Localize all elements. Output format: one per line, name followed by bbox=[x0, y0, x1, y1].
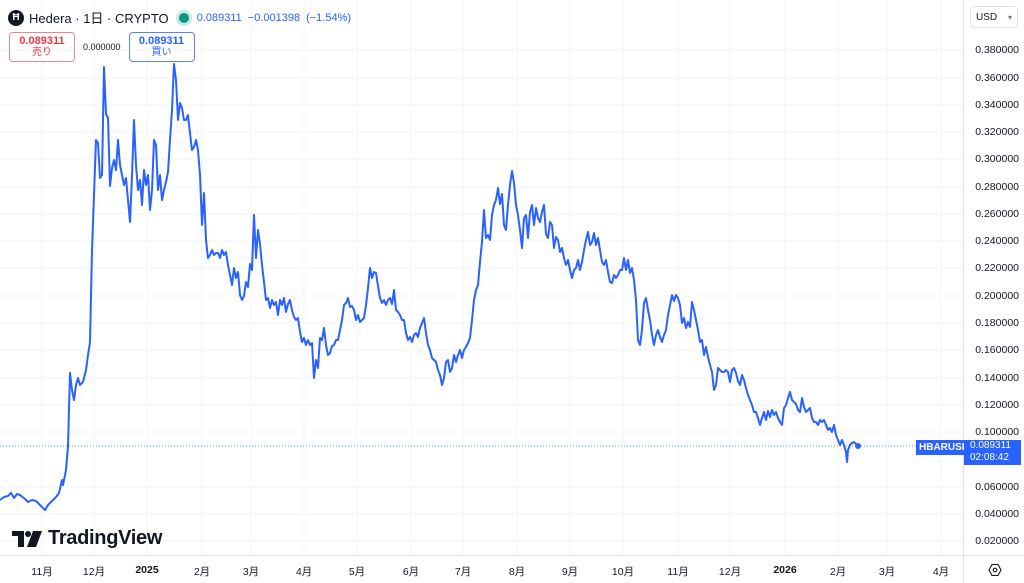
y-tick: 0.180000 bbox=[975, 317, 1019, 329]
chart-legend: Ħ Hedera · 1日 · CRYPTO 0.089311 −0.00139… bbox=[8, 8, 357, 27]
last-price-value: 0.089311 bbox=[970, 440, 1011, 451]
y-tick: 0.360000 bbox=[975, 72, 1019, 84]
x-tick: 10月 bbox=[611, 566, 635, 578]
y-tick: 0.280000 bbox=[975, 181, 1019, 193]
currency-select[interactable]: USD ▾ bbox=[970, 6, 1018, 28]
tradingview-logo-icon bbox=[12, 530, 42, 547]
chart-plot-area[interactable] bbox=[0, 0, 963, 555]
sell-price: 0.089311 bbox=[19, 35, 65, 47]
x-tick: 12月 bbox=[718, 566, 742, 578]
logo-text: TradingView bbox=[48, 527, 163, 549]
y-tick: 0.100000 bbox=[975, 426, 1019, 438]
sell-button[interactable]: 0.089311 売り bbox=[9, 32, 75, 62]
y-tick: 0.220000 bbox=[975, 262, 1019, 274]
y-tick: 0.340000 bbox=[975, 99, 1019, 111]
y-tick: 0.140000 bbox=[975, 372, 1019, 384]
settings-hexagon-icon bbox=[987, 563, 1002, 576]
y-tick: 0.380000 bbox=[975, 44, 1019, 56]
y-tick: 0.300000 bbox=[975, 153, 1019, 165]
x-tick: 2025 bbox=[135, 564, 159, 576]
tradingview-logo[interactable]: TradingView bbox=[12, 527, 162, 550]
y-tick: 0.020000 bbox=[975, 535, 1019, 547]
x-tick: 3月 bbox=[242, 566, 260, 578]
x-tick: 12月 bbox=[82, 566, 106, 578]
price-chart[interactable] bbox=[0, 0, 963, 555]
price-axis[interactable]: 0.380000 0.360000 0.340000 0.320000 0.30… bbox=[963, 0, 1024, 555]
buy-button[interactable]: 0.089311 買い bbox=[128, 32, 195, 62]
y-tick: 0.060000 bbox=[975, 481, 1019, 493]
x-tick: 3月 bbox=[878, 566, 896, 578]
price-line[interactable] bbox=[0, 63, 861, 511]
symbol-price-tag: HBARUSD bbox=[916, 440, 972, 455]
last-price-dot bbox=[855, 443, 861, 449]
spread-value: 0.000000 bbox=[83, 42, 121, 52]
x-tick: 2月 bbox=[193, 566, 211, 578]
trade-panel: 0.089311 売り 0.000000 0.089311 買い bbox=[9, 32, 195, 62]
bar-countdown: 02:08:42 bbox=[970, 452, 1009, 463]
market-status-icon bbox=[178, 12, 189, 23]
price-change: −0.001398 bbox=[247, 11, 301, 24]
hedera-logo-icon: Ħ bbox=[8, 9, 24, 26]
sell-label: 売り bbox=[32, 47, 52, 58]
x-tick: 9月 bbox=[561, 566, 579, 578]
last-price: 0.089311 bbox=[196, 11, 242, 24]
x-tick: 4月 bbox=[295, 566, 313, 578]
x-tick: 2026 bbox=[773, 564, 797, 576]
y-tick: 0.040000 bbox=[975, 508, 1019, 520]
x-tick: 4月 bbox=[932, 566, 950, 578]
x-tick: 2月 bbox=[829, 566, 847, 578]
y-tick: 0.260000 bbox=[975, 208, 1019, 220]
time-axis[interactable]: 11月 12月 2025 2月 3月 4月 5月 6月 7月 8月 9月 10月… bbox=[0, 555, 963, 583]
symbol-title[interactable]: Hedera · 1日 · CRYPTO bbox=[29, 11, 169, 26]
y-tick: 0.320000 bbox=[975, 126, 1019, 138]
y-tick: 0.120000 bbox=[975, 399, 1019, 411]
currency-value: USD bbox=[976, 11, 998, 23]
x-tick: 7月 bbox=[454, 566, 472, 578]
last-price-tag: 0.089311 02:08:42 bbox=[964, 440, 1021, 465]
x-tick: 8月 bbox=[508, 566, 526, 578]
price-change-percent: (−1.54%) bbox=[306, 11, 352, 24]
buy-label: 買い bbox=[151, 47, 172, 58]
chart-settings-button[interactable] bbox=[963, 555, 1024, 583]
x-tick: 11月 bbox=[31, 566, 53, 578]
y-tick: 0.160000 bbox=[975, 344, 1019, 356]
x-tick: 5月 bbox=[348, 566, 366, 578]
x-tick: 6月 bbox=[402, 566, 420, 578]
grid-lines bbox=[0, 0, 963, 555]
y-tick: 0.200000 bbox=[975, 290, 1019, 302]
buy-price: 0.089311 bbox=[138, 35, 185, 47]
chevron-down-icon: ▾ bbox=[1007, 12, 1012, 22]
y-tick: 0.240000 bbox=[975, 235, 1019, 247]
x-tick: 11月 bbox=[667, 566, 689, 578]
